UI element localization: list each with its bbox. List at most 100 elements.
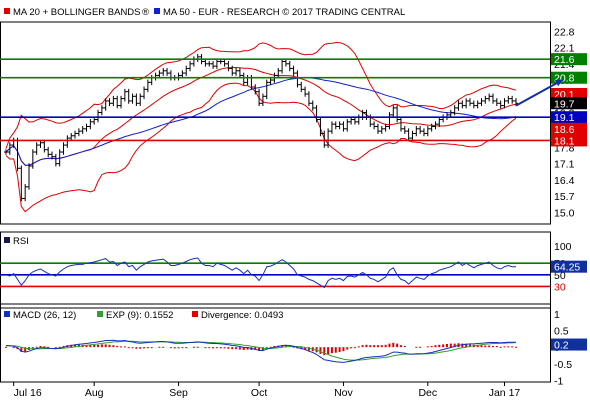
divergence-bar (484, 345, 487, 348)
divergence-bar (353, 347, 356, 349)
divergence-bar (376, 345, 379, 348)
divergence-bar (35, 346, 38, 348)
price-tick-label: 22.1 (554, 43, 575, 55)
divergence-bar (5, 346, 7, 348)
x-tick-label: Dec (418, 387, 437, 399)
x-tick-label: Sep (169, 387, 188, 399)
bollinger-upper-line (5, 42, 517, 149)
divergence-bar (346, 347, 349, 350)
divergence-bar (365, 344, 368, 348)
divergence-bar (323, 347, 326, 356)
macd-last-label-bg (551, 338, 587, 351)
price-plot-frame (0, 21, 551, 225)
marker-label-upper-band-bg (551, 87, 587, 100)
divergence-bar (20, 347, 23, 352)
divergence-bar (215, 347, 218, 349)
divergence-bar (112, 345, 115, 348)
divergence-bar (62, 345, 65, 348)
divergence-bar (139, 347, 142, 349)
divergence-bar (181, 347, 184, 349)
divergence-bar (238, 347, 241, 350)
divergence-bar (419, 346, 422, 348)
divergence-bar (438, 344, 441, 348)
divergence-bar (357, 346, 360, 348)
divergence-bar (334, 347, 337, 353)
marker-label-last-price-bg (551, 97, 587, 110)
rsi-plot-frame (0, 231, 551, 309)
x-tick-label: Jul 16 (14, 387, 42, 399)
divergence-bar (43, 346, 46, 348)
divergence-bar (327, 347, 330, 355)
divergence-bar (235, 347, 238, 350)
divergence-bar (258, 347, 261, 351)
divergence-bar (503, 346, 506, 348)
divergence-bar (58, 346, 61, 348)
price-tick-label: 15.0 (554, 207, 575, 219)
legend-signal: EXP (9): 0.1552 (106, 310, 173, 321)
divergence-bar (173, 347, 176, 349)
divergence-bar (116, 345, 119, 348)
rsi-tick-label: 100 (554, 241, 572, 253)
divergence-bar (399, 345, 402, 348)
divergence-bar (77, 344, 80, 348)
divergence-bar (123, 346, 126, 348)
macd-last-label: 0.2 (554, 340, 569, 352)
divergence-bar (445, 343, 448, 348)
price-tick-label: 22.8 (554, 26, 575, 38)
divergence-bar (453, 343, 456, 348)
divergence-bar (415, 346, 418, 348)
divergence-bar (89, 344, 92, 348)
divergence-bar (12, 347, 15, 349)
divergence-bar (135, 347, 138, 349)
level-label-support-bg (551, 134, 587, 147)
legend-swatch-ma20 (4, 8, 10, 14)
legend-swatch-rsi (4, 237, 10, 243)
divergence-bar (227, 347, 230, 349)
divergence-bar (223, 347, 226, 349)
level-label-support: 18.1 (554, 135, 575, 147)
divergence-bar (204, 347, 207, 349)
marker-label-last-price: 19.7 (554, 98, 575, 110)
rsi-panel: 10070503064.25 (0, 231, 587, 309)
divergence-bar (342, 347, 345, 352)
divergence-bar (150, 347, 153, 349)
x-tick-label: Nov (334, 387, 353, 399)
divergence-bar (476, 345, 479, 348)
divergence-bar (292, 346, 295, 348)
x-tick-label: Oct (251, 387, 267, 399)
divergence-bar (39, 345, 42, 348)
divergence-bar (219, 347, 222, 349)
divergence-bar (47, 346, 50, 348)
legend-divergence: Divergence: 0.0493 (201, 310, 283, 321)
divergence-bar (304, 347, 307, 350)
divergence-bar (319, 347, 322, 354)
legend-macd: MACD (26, 12) (13, 310, 76, 321)
divergence-bar (388, 343, 391, 348)
divergence-bar (430, 345, 433, 348)
divergence-bar (499, 346, 502, 348)
divergence-bar (392, 342, 395, 348)
divergence-bar (507, 346, 510, 348)
macd-tick-label: -0.5 (554, 359, 572, 371)
rsi-tick-label: 30 (554, 281, 566, 293)
divergence-bar (127, 347, 130, 349)
rsi-line (5, 257, 516, 289)
x-axis: Jul 16 Aug Sep Oct Nov Dec Jan 17 (13, 382, 520, 399)
divergence-bar (131, 347, 134, 349)
divergence-bar (350, 347, 353, 349)
price-tick-label: 17.1 (554, 159, 575, 171)
macd-plot-frame (0, 303, 551, 383)
divergence-bar (495, 345, 498, 348)
level-label-pivot: 19.1 (554, 112, 575, 124)
divergence-bar (246, 347, 249, 350)
level-label-resistance-bg (551, 53, 587, 66)
divergence-bar (100, 344, 103, 348)
divergence-bar (242, 347, 245, 350)
divergence-bar (361, 345, 364, 348)
projection-arrow-head (554, 79, 563, 87)
divergence-bar (384, 344, 387, 348)
macd-line (5, 339, 516, 363)
divergence-bar (396, 343, 399, 348)
divergence-bar (93, 344, 96, 348)
